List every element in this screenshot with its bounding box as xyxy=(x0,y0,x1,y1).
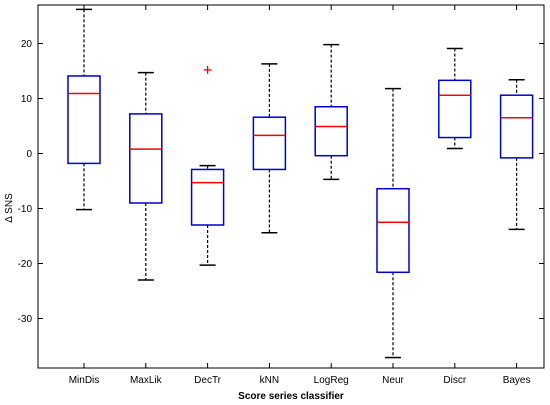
chart-marks xyxy=(67,8,534,359)
box-neur xyxy=(376,87,410,359)
y-tick-label: -20 xyxy=(18,259,33,270)
iqr-box xyxy=(314,106,348,157)
y-axis-title: Δ SNS xyxy=(4,193,15,223)
iqr-box xyxy=(190,168,225,226)
x-tick-label: Bayes xyxy=(503,375,531,386)
x-tick-label: LogReg xyxy=(314,375,349,386)
x-tick-label: Discr xyxy=(443,375,466,386)
iqr-box xyxy=(252,116,287,171)
box-dectr xyxy=(190,65,225,266)
iqr-box xyxy=(129,113,163,204)
box-discr xyxy=(438,47,472,150)
y-axis-ticks: 20 10 0 -10 -20 -30 xyxy=(18,39,544,325)
box-maxlik xyxy=(129,71,163,281)
box-knn xyxy=(252,63,287,234)
x-tick-label: kNN xyxy=(260,375,279,386)
x-tick-label: Neur xyxy=(382,375,404,386)
y-tick-label: -30 xyxy=(18,314,33,325)
y-tick-label: 10 xyxy=(21,94,33,105)
x-axis-ticks: MinDis MaxLik DecTr kNN LogReg Neur Discr Bayes xyxy=(69,5,531,386)
x-axis-title: Score series classifier xyxy=(238,391,344,402)
box-bayes xyxy=(499,79,534,231)
iqr-box xyxy=(376,187,410,274)
y-tick-label: -10 xyxy=(18,204,33,215)
iqr-box xyxy=(499,94,534,159)
x-tick-label: MinDis xyxy=(69,375,100,386)
x-tick-label: MaxLik xyxy=(130,375,163,386)
plot-frame xyxy=(37,4,545,369)
y-tick-label: 20 xyxy=(21,39,33,50)
iqr-box xyxy=(438,79,472,139)
box-mindis xyxy=(67,8,101,211)
iqr-box xyxy=(67,75,101,165)
box-logreg xyxy=(314,43,348,181)
x-tick-label: DecTr xyxy=(194,375,222,386)
y-tick-label: 0 xyxy=(26,149,32,160)
